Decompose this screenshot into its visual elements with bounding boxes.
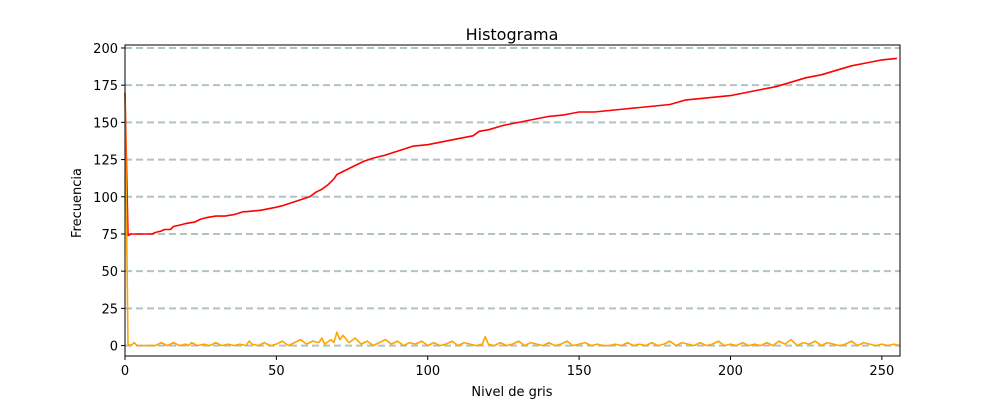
y-tick-label: 150	[93, 116, 118, 131]
x-tick-label: 250	[869, 364, 894, 379]
y-tick-label: 75	[101, 228, 118, 243]
series-line	[124, 57, 898, 237]
x-tick-label: 150	[567, 364, 592, 379]
axis-ticks: 0 50 100 150 200 250 0 25 50 75 100 125 150 175 200	[93, 42, 894, 379]
chart-title: Histograma	[466, 25, 559, 44]
axes-border	[124, 44, 901, 357]
x-tick-label: 50	[268, 364, 285, 379]
y-axis-label: Frecuencia	[70, 168, 85, 238]
axes-frame	[124, 44, 901, 357]
grid-lines	[125, 46, 900, 347]
y-tick-label: 200	[93, 42, 118, 57]
y-tick-label: 25	[101, 302, 118, 317]
y-tick-label: 175	[93, 79, 118, 94]
y-tick-label: 125	[93, 154, 118, 169]
y-tick-label: 50	[101, 265, 118, 280]
y-tick-label: 0	[110, 340, 118, 355]
x-axis-label: Nivel de gris	[471, 385, 552, 400]
series-line	[124, 92, 901, 347]
x-tick-label: 100	[415, 364, 440, 379]
plot-area	[124, 57, 901, 347]
x-tick-label: 0	[121, 364, 129, 379]
x-tick-label: 200	[718, 364, 743, 379]
y-tick-label: 100	[93, 191, 118, 206]
